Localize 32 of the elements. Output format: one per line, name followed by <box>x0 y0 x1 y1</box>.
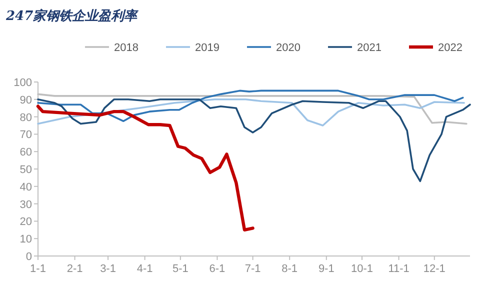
chart-title: 247家钢铁企业盈利率 <box>5 8 140 24</box>
x-tick-label: 12-1 <box>423 263 446 275</box>
x-tick-label: 7-1 <box>244 263 261 275</box>
y-tick-label: 40 <box>20 181 32 194</box>
x-tick-label: 11-1 <box>388 263 410 275</box>
x-tick-label: 6-1 <box>209 263 226 275</box>
x-tick-label: 10-1 <box>350 263 374 275</box>
y-tick-label: 10 <box>20 234 32 246</box>
x-tick-label: 9-1 <box>318 263 334 275</box>
y-tick-label: 80 <box>20 112 32 124</box>
y-tick-label: 30 <box>20 198 32 211</box>
legend-label: 2021 <box>357 42 382 54</box>
x-tick-label: 8-1 <box>282 263 298 275</box>
legend-label: 2019 <box>195 42 220 54</box>
x-tick-label: 2-1 <box>66 263 83 275</box>
y-tick-label: 70 <box>20 129 32 142</box>
x-tick-label: 1-1 <box>30 263 46 275</box>
legend-label: 2022 <box>438 42 462 54</box>
y-tick-label: 20 <box>20 216 32 228</box>
y-tick-label: 100 <box>14 77 32 89</box>
y-tick-label: 0 <box>26 251 32 263</box>
line-series <box>37 98 471 182</box>
line-series <box>37 98 465 126</box>
x-tick-label: 5-1 <box>172 263 188 275</box>
y-tick-label: 90 <box>20 94 32 106</box>
x-tick-label: 4-1 <box>136 263 153 275</box>
x-tick-label: 3-1 <box>100 263 116 275</box>
line-series <box>36 104 254 232</box>
y-tick-label: 60 <box>20 146 32 159</box>
legend-label: 2018 <box>114 42 138 54</box>
y-tick-label: 50 <box>20 164 32 176</box>
legend-label: 2020 <box>276 42 300 54</box>
